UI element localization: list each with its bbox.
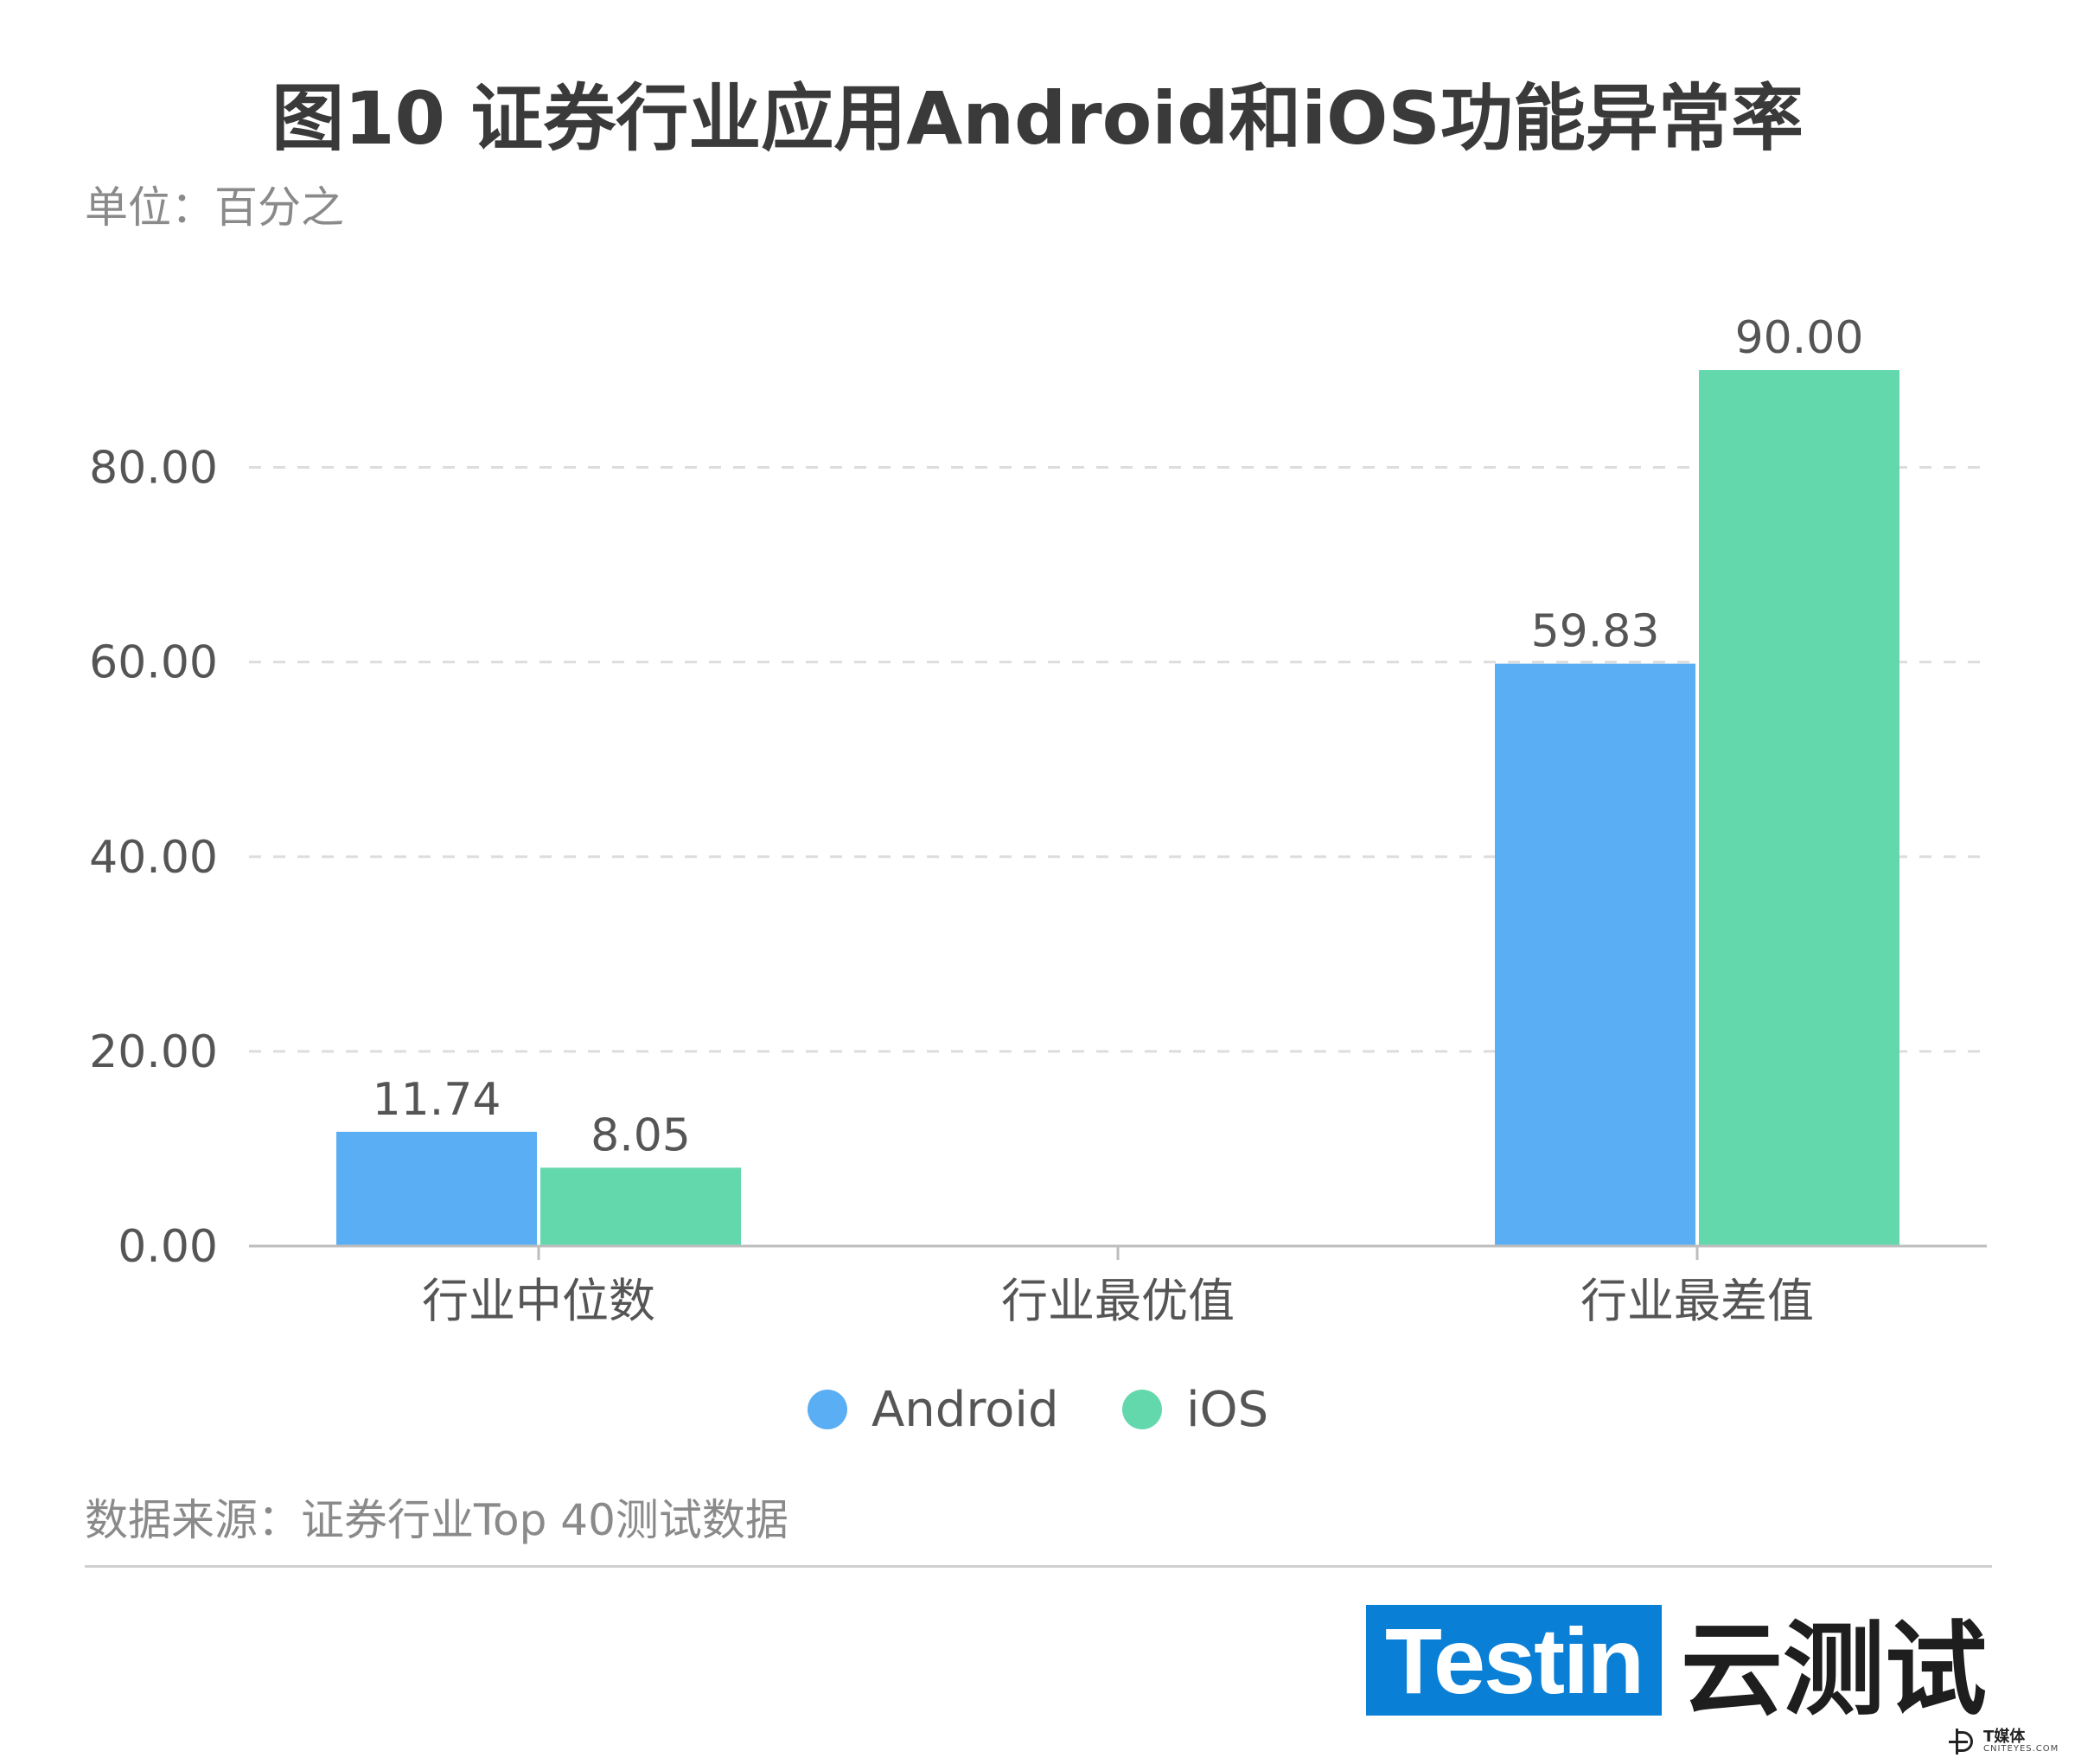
y-tick-label: 60.00	[89, 637, 218, 689]
data-label-android-0: 11.74	[373, 1074, 501, 1126]
x-tick-label: 行业最优值	[1001, 1274, 1235, 1328]
testin-logo: Testin 云测试	[1366, 1605, 1987, 1729]
legend-item-ios[interactable]: iOS	[1122, 1375, 1268, 1444]
y-tick-label: 0.00	[118, 1221, 218, 1273]
legend-ios-label: iOS	[1186, 1381, 1269, 1438]
y-tick-label: 40.00	[89, 832, 218, 884]
logo-text: 云测试	[1681, 1609, 1988, 1729]
x-tick-label: 行业中位数	[422, 1274, 655, 1328]
watermark-url: CNITEYES.COM	[1983, 1744, 2059, 1754]
divider	[85, 1565, 1992, 1568]
bar-android-2	[1495, 663, 1695, 1246]
legend-item-android[interactable]: Android	[808, 1375, 1059, 1444]
x-tick-label: 行业最差值	[1580, 1274, 1814, 1328]
legend-ios-swatch	[1122, 1390, 1162, 1429]
watermark-title: T媒体	[1983, 1728, 2026, 1746]
legend-android-label: Android	[872, 1381, 1059, 1438]
watermark-logo-icon	[1949, 1729, 1975, 1754]
legend: Android iOS	[0, 1375, 2075, 1444]
y-tick-label: 80.00	[89, 443, 218, 495]
chart-title: 图10 证券行业应用Android和iOS功能异常率	[271, 76, 1804, 161]
bar-ios-2	[1699, 370, 1899, 1246]
legend-android-swatch	[808, 1390, 847, 1429]
data-source-note: 数据来源：证券行业Top 40测试数据	[85, 1495, 788, 1545]
unit-label: 单位：百分之	[85, 182, 344, 233]
watermark: T媒体 CNITEYES.COM	[1949, 1724, 2059, 1759]
bar-android-0	[336, 1131, 537, 1246]
data-label-ios-0: 8.05	[591, 1109, 691, 1161]
y-tick-label: 20.00	[89, 1026, 218, 1078]
data-label-ios-2: 90.00	[1735, 312, 1864, 364]
data-label-android-2: 59.83	[1531, 606, 1660, 658]
logo-box: Testin	[1366, 1605, 1663, 1716]
bar-ios-0	[540, 1167, 741, 1246]
